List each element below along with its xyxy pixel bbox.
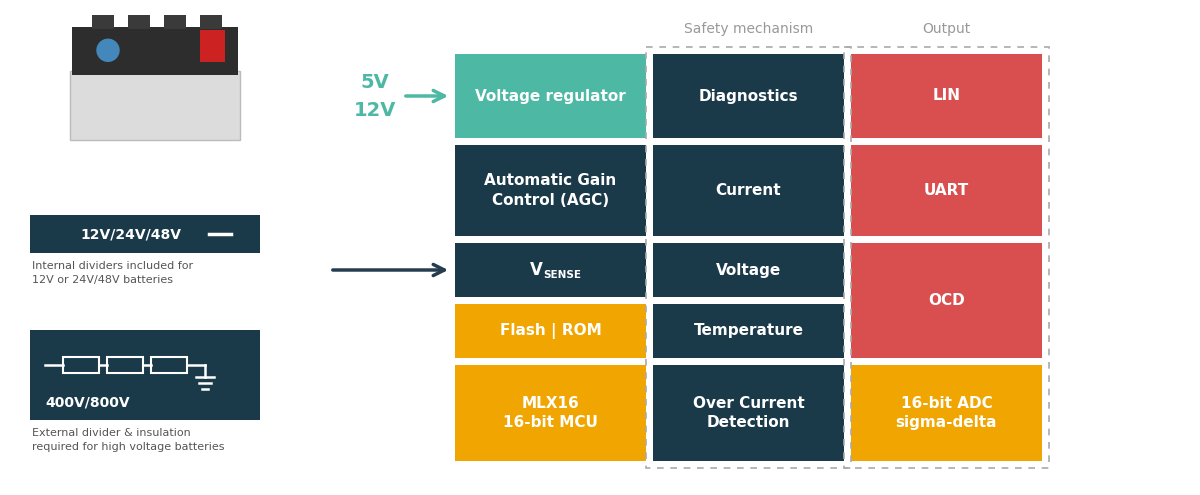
- Text: 12V/24V/48V: 12V/24V/48V: [80, 227, 181, 241]
- Bar: [200, 30, 226, 62]
- Bar: [455, 145, 646, 236]
- Bar: [107, 357, 143, 373]
- Text: 400V/800V: 400V/800V: [46, 395, 130, 409]
- Text: 12V: 12V: [354, 100, 396, 119]
- Bar: [70, 71, 240, 140]
- Bar: [653, 365, 844, 461]
- Bar: [851, 145, 1042, 236]
- Text: LIN: LIN: [932, 89, 960, 103]
- Text: Current: Current: [715, 183, 781, 198]
- Bar: [653, 145, 844, 236]
- Bar: [30, 215, 260, 253]
- Bar: [455, 54, 646, 138]
- Bar: [851, 243, 1042, 358]
- Bar: [30, 330, 260, 420]
- Text: V: V: [530, 261, 542, 279]
- Text: SENSE: SENSE: [544, 270, 582, 280]
- Text: Temperature: Temperature: [694, 324, 804, 339]
- Text: Voltage regulator: Voltage regulator: [475, 89, 626, 103]
- Bar: [164, 15, 186, 29]
- Text: Voltage: Voltage: [716, 262, 781, 278]
- Bar: [653, 54, 844, 138]
- Bar: [200, 15, 222, 29]
- Bar: [646, 47, 851, 468]
- Text: Flash | ROM: Flash | ROM: [499, 323, 601, 339]
- Bar: [92, 15, 114, 29]
- Text: External divider & insulation
required for high voltage batteries: External divider & insulation required f…: [32, 428, 224, 452]
- Bar: [851, 54, 1042, 138]
- Text: OCD: OCD: [928, 293, 965, 308]
- Text: Automatic Gain
Control (AGC): Automatic Gain Control (AGC): [485, 173, 617, 208]
- Bar: [151, 357, 187, 373]
- Bar: [128, 15, 150, 29]
- Bar: [653, 304, 844, 358]
- Text: 5V: 5V: [361, 72, 389, 92]
- Text: Safety mechanism: Safety mechanism: [684, 22, 814, 36]
- Text: MLX16
16-bit MCU: MLX16 16-bit MCU: [503, 396, 598, 430]
- Text: Output: Output: [923, 22, 971, 36]
- Text: UART: UART: [924, 183, 970, 198]
- Bar: [64, 357, 98, 373]
- Text: Over Current
Detection: Over Current Detection: [692, 396, 804, 430]
- Bar: [455, 304, 646, 358]
- Bar: [851, 365, 1042, 461]
- Text: Diagnostics: Diagnostics: [698, 89, 798, 103]
- Text: Internal dividers included for
12V or 24V/48V batteries: Internal dividers included for 12V or 24…: [32, 261, 193, 285]
- Bar: [455, 365, 646, 461]
- Circle shape: [97, 39, 119, 61]
- Text: 16-bit ADC
sigma-delta: 16-bit ADC sigma-delta: [895, 396, 997, 430]
- Bar: [72, 27, 238, 75]
- Bar: [844, 47, 1049, 468]
- Bar: [455, 243, 646, 297]
- Bar: [653, 243, 844, 297]
